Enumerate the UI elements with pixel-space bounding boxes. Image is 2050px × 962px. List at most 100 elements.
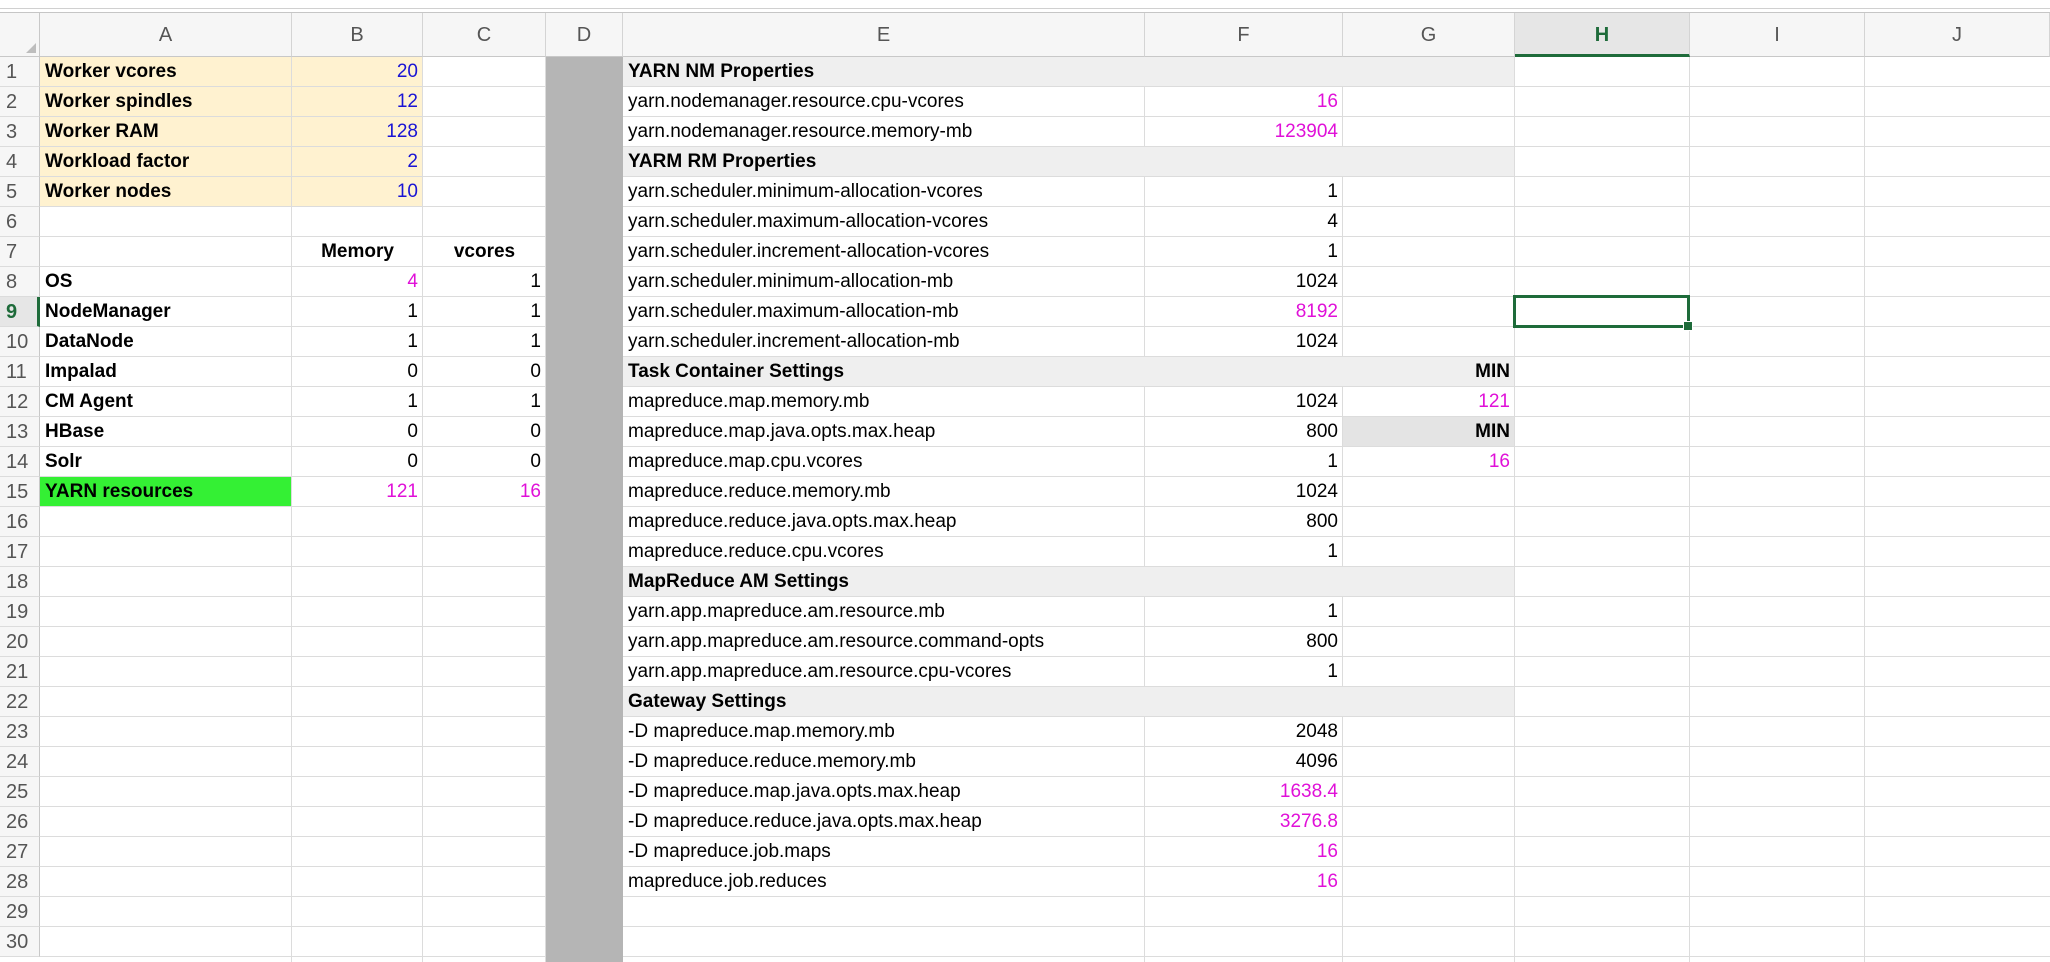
row-header-20[interactable]: 20 (0, 627, 40, 657)
property-name[interactable]: yarn.scheduler.maximum-allocation-mb (628, 301, 959, 322)
property-name[interactable]: mapreduce.reduce.memory.mb (628, 481, 891, 502)
property-name[interactable]: mapreduce.reduce.cpu.vcores (628, 541, 884, 562)
column-header-j[interactable]: J (1865, 13, 2050, 57)
service-name[interactable]: DataNode (45, 331, 134, 352)
row-header-16[interactable]: 16 (0, 507, 40, 537)
property-name[interactable]: yarn.nodemanager.resource.memory-mb (628, 121, 973, 142)
property-name[interactable]: yarn.app.mapreduce.am.resource.mb (628, 601, 945, 622)
property-name[interactable]: mapreduce.job.reduces (628, 871, 827, 892)
property-value[interactable]: 16 (1316, 871, 1338, 892)
service-vcores[interactable]: 1 (530, 301, 541, 322)
worker-input-value[interactable]: 2 (407, 151, 418, 172)
column-header-h[interactable]: H (1515, 13, 1690, 57)
worker-input-label[interactable]: Worker nodes (45, 181, 172, 202)
min-label[interactable]: MIN (1475, 361, 1510, 382)
row-header-6[interactable]: 6 (0, 207, 40, 237)
service-name[interactable]: NodeManager (45, 301, 171, 322)
worker-input-label[interactable]: Worker vcores (45, 61, 177, 82)
property-name[interactable]: yarn.scheduler.increment-allocation-vcor… (628, 241, 990, 262)
property-name[interactable]: yarn.scheduler.minimum-allocation-mb (628, 271, 954, 292)
property-value[interactable]: 1024 (1295, 481, 1338, 502)
property-value[interactable]: 800 (1306, 511, 1338, 532)
vcores-header[interactable]: vcores (453, 241, 516, 262)
service-vcores[interactable]: 0 (530, 361, 541, 382)
service-vcores[interactable]: 1 (530, 391, 541, 412)
row-header-10[interactable]: 10 (0, 327, 40, 357)
active-cell-h9[interactable] (1513, 295, 1693, 331)
row-header-11[interactable]: 11 (0, 357, 40, 387)
property-name[interactable]: yarn.nodemanager.resource.cpu-vcores (628, 91, 964, 112)
row-header-30[interactable]: 30 (0, 927, 40, 957)
property-value[interactable]: 16 (1316, 841, 1338, 862)
service-name[interactable]: CM Agent (45, 391, 133, 412)
property-name[interactable]: -D mapreduce.map.java.opts.max.heap (628, 781, 961, 802)
min-result[interactable]: 16 (1488, 451, 1510, 472)
row-header-29[interactable]: 29 (0, 897, 40, 927)
property-name[interactable]: mapreduce.map.java.opts.max.heap (628, 421, 936, 442)
property-name[interactable]: -D mapreduce.reduce.memory.mb (628, 751, 916, 772)
service-name[interactable]: YARN resources (45, 481, 194, 502)
service-memory[interactable]: 0 (407, 421, 418, 442)
row-header-24[interactable]: 24 (0, 747, 40, 777)
worker-input-value[interactable]: 10 (396, 181, 418, 202)
property-value[interactable]: 1 (1327, 601, 1338, 622)
service-vcores[interactable]: 0 (530, 451, 541, 472)
row-header-17[interactable]: 17 (0, 537, 40, 567)
fill-handle[interactable] (1683, 321, 1693, 331)
service-vcores[interactable]: 0 (530, 421, 541, 442)
select-all-corner[interactable] (0, 13, 40, 57)
property-name[interactable]: -D mapreduce.job.maps (628, 841, 831, 862)
service-vcores[interactable]: 1 (530, 331, 541, 352)
worker-input-value[interactable]: 128 (386, 121, 418, 142)
column-header-a[interactable]: A (40, 13, 292, 57)
spreadsheet-grid[interactable]: A B C D E F G H I J 1 2 3 4 5 6 7 8 9 10 11 12 13 14 15 16 17 18 19 2… (0, 13, 2050, 962)
row-header-3[interactable]: 3 (0, 117, 40, 147)
property-name[interactable]: mapreduce.reduce.java.opts.max.heap (628, 511, 957, 532)
column-header-i[interactable]: I (1690, 13, 1865, 57)
property-value[interactable]: 800 (1306, 421, 1338, 442)
property-value[interactable]: 3276.8 (1279, 811, 1338, 832)
service-memory[interactable]: 0 (407, 361, 418, 382)
row-header-27[interactable]: 27 (0, 837, 40, 867)
service-name[interactable]: Solr (45, 451, 82, 472)
row-header-13[interactable]: 13 (0, 417, 40, 447)
row-header-7[interactable]: 7 (0, 237, 40, 267)
worker-input-label[interactable]: Worker RAM (45, 121, 159, 142)
row-header-22[interactable]: 22 (0, 687, 40, 717)
service-memory[interactable]: 0 (407, 451, 418, 472)
section-title[interactable]: Task Container Settings (628, 361, 845, 382)
property-value[interactable]: 1024 (1295, 331, 1338, 352)
property-value[interactable]: 1024 (1295, 391, 1338, 412)
worker-input-label[interactable]: Workload factor (45, 151, 190, 172)
service-memory[interactable]: 4 (407, 271, 418, 292)
property-name[interactable]: -D mapreduce.map.memory.mb (628, 721, 895, 742)
row-header-14[interactable]: 14 (0, 447, 40, 477)
property-name[interactable]: mapreduce.map.memory.mb (628, 391, 870, 412)
property-name[interactable]: yarn.scheduler.maximum-allocation-vcores (628, 211, 989, 232)
row-header-1[interactable]: 1 (0, 57, 40, 87)
service-memory[interactable]: 1 (407, 331, 418, 352)
property-value[interactable]: 1 (1327, 241, 1338, 262)
service-name[interactable]: Impalad (45, 361, 117, 382)
property-value[interactable]: 800 (1306, 631, 1338, 652)
column-header-f[interactable]: F (1145, 13, 1343, 57)
section-title[interactable]: MapReduce AM Settings (628, 571, 849, 592)
worker-input-value[interactable]: 12 (396, 91, 418, 112)
memory-header[interactable]: Memory (321, 241, 394, 262)
service-memory[interactable]: 1 (407, 391, 418, 412)
row-header-12[interactable]: 12 (0, 387, 40, 417)
row-header-18[interactable]: 18 (0, 567, 40, 597)
column-header-e[interactable]: E (623, 13, 1145, 57)
row-header-26[interactable]: 26 (0, 807, 40, 837)
row-header-8[interactable]: 8 (0, 267, 40, 297)
property-value[interactable]: 1024 (1295, 271, 1338, 292)
property-value[interactable]: 1 (1327, 451, 1338, 472)
row-header-19[interactable]: 19 (0, 597, 40, 627)
min-label[interactable]: MIN (1475, 421, 1510, 442)
column-header-d[interactable]: D (546, 13, 623, 57)
property-name[interactable]: yarn.scheduler.minimum-allocation-vcores (628, 181, 983, 202)
property-value[interactable]: 123904 (1274, 121, 1338, 142)
property-name[interactable]: yarn.app.mapreduce.am.resource.command-o… (628, 631, 1045, 652)
row-header-25[interactable]: 25 (0, 777, 40, 807)
property-name[interactable]: mapreduce.map.cpu.vcores (628, 451, 863, 472)
